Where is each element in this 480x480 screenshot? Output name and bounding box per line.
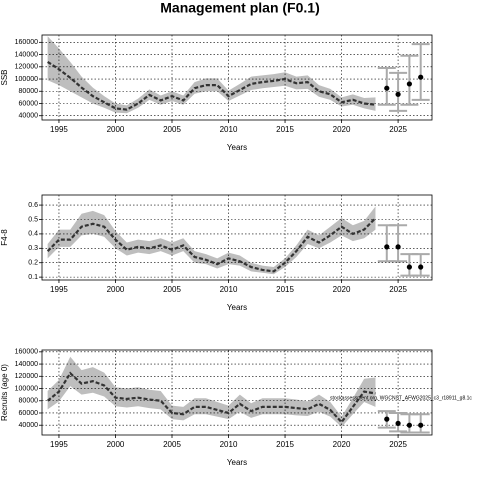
y-tick-label: 0.3 (28, 245, 38, 252)
y-tick-label: 80000 (19, 398, 39, 405)
forecast-point (406, 264, 412, 270)
plot-area (42, 35, 432, 120)
y-tick-label: 80000 (19, 88, 39, 95)
y-tick-label: 60000 (19, 100, 39, 107)
plot-frame (41, 194, 433, 281)
confidence-band (47, 356, 376, 428)
x-tick-label: 2025 (389, 440, 407, 449)
y-tick-label: 160000 (15, 39, 38, 46)
forecast-point (406, 422, 412, 428)
x-tick-label: 2010 (220, 285, 238, 294)
y-tick-label: 120000 (15, 373, 38, 380)
x-tick-label: 2000 (107, 125, 125, 134)
plot-area (42, 195, 432, 280)
x-tick-label: 1995 (50, 440, 68, 449)
page-title: Management plan (F0.1) (160, 0, 319, 16)
estimate-line (46, 371, 376, 424)
x-tick-label: 1995 (50, 285, 68, 294)
y-tick-label: 160000 (15, 349, 38, 356)
forecast-point (406, 81, 412, 87)
y-axis-label: SSB (0, 69, 9, 85)
x-tick-label: 2005 (163, 125, 181, 134)
y-tick-label: 100000 (15, 76, 38, 83)
forecast-point (384, 85, 390, 91)
forecast-point (418, 422, 424, 428)
x-tick-label: 2005 (163, 440, 181, 449)
y-tick-label: 60000 (19, 410, 39, 417)
y-tick-label: 140000 (15, 361, 38, 368)
estimate-line (47, 60, 376, 111)
x-tick-label: 2005 (163, 285, 181, 294)
y-tick-label: 40000 (19, 113, 39, 120)
x-tick-label: 2010 (220, 440, 238, 449)
forecast-point (384, 416, 390, 422)
x-tick-label: 2020 (333, 440, 351, 449)
confidence-band (47, 36, 376, 114)
x-tick-label: 2025 (389, 125, 407, 134)
x-tick-label: 2015 (276, 285, 294, 294)
x-axis-label: Years (227, 143, 247, 152)
plot-area (42, 350, 432, 435)
forecast-point (395, 244, 401, 250)
x-tick-label: 2000 (107, 440, 125, 449)
forecast-point (418, 264, 424, 270)
x-tick-label: 2015 (276, 440, 294, 449)
y-tick-label: 0.2 (28, 260, 38, 267)
x-tick-label: 2020 (333, 285, 351, 294)
x-tick-label: 2020 (333, 125, 351, 134)
x-tick-label: 1995 (50, 125, 68, 134)
y-tick-label: 0.5 (28, 216, 38, 223)
forecast-point (395, 91, 401, 97)
plot-frame (41, 34, 433, 121)
x-tick-label: 2000 (107, 285, 125, 294)
plot-frame (41, 349, 433, 436)
x-tick-label: 2025 (389, 285, 407, 294)
estimate-line (46, 217, 377, 273)
x-axis-label: Years (227, 303, 247, 312)
y-tick-label: 0.6 (28, 202, 38, 209)
y-tick-label: 120000 (15, 64, 38, 71)
x-tick-label: 2015 (276, 125, 294, 134)
forecast-point (418, 74, 424, 80)
y-tick-label: 100000 (15, 385, 38, 392)
annotation: stockassessment.org, WGCNST_AFWG2025_c3_… (330, 395, 472, 401)
y-tick-label: 40000 (19, 422, 39, 429)
y-axis-label: Recruits (age 0) (0, 364, 9, 421)
forecast-point (384, 244, 390, 250)
y-axis-label: F4-8 (0, 229, 9, 246)
y-tick-label: 0.4 (28, 231, 38, 238)
y-tick-label: 0.1 (28, 274, 38, 281)
x-axis-label: Years (227, 458, 247, 467)
forecast-point (395, 420, 401, 426)
y-tick-label: 140000 (15, 51, 38, 58)
x-tick-label: 2010 (220, 125, 238, 134)
confidence-band (47, 206, 376, 275)
